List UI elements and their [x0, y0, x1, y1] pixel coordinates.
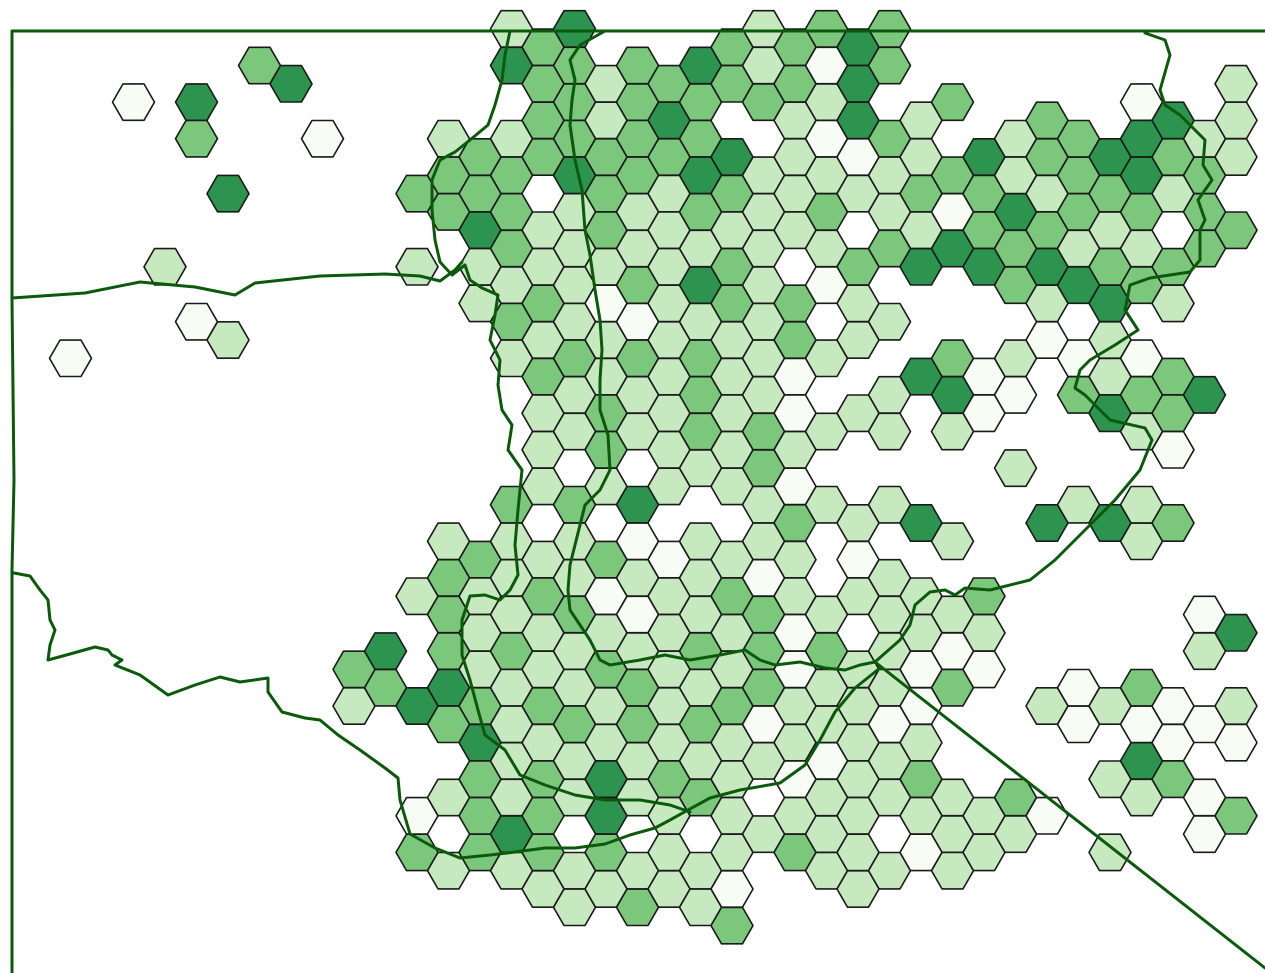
hexbin-cell [962, 577, 1006, 616]
hexbin-cell [993, 815, 1038, 854]
hexbin-cell [1214, 723, 1258, 762]
hexbin-cell [1025, 101, 1069, 140]
boundary-northwest [10, 260, 464, 300]
hexbin-cell [1151, 430, 1195, 469]
hexbin-cell [363, 632, 408, 671]
river-west [430, 29, 692, 814]
hexbin-cell [426, 778, 471, 817]
region-boundaries [10, 29, 1265, 973]
hexbin-cell [1151, 284, 1195, 323]
hexbin-cell [111, 83, 156, 122]
river-east [566, 29, 877, 672]
hexbin-cell [1088, 760, 1132, 799]
hexbin-cell [867, 46, 912, 85]
hexbin-cell [836, 320, 880, 360]
hexbin-cell [174, 119, 219, 158]
boundary-southeast [873, 660, 1265, 970]
hexbin-cell [48, 339, 93, 378]
hexbin-cell [269, 64, 313, 103]
hexbin-layer [48, 9, 1258, 945]
hexbin-cell [741, 815, 786, 854]
hexbin-cell [426, 705, 471, 744]
hexbin-cell [1214, 211, 1258, 250]
hexbin-cell [867, 412, 912, 451]
hexbin-cell [1214, 64, 1258, 103]
hexbin-cell [1182, 375, 1227, 414]
hexbin-cell [836, 869, 880, 909]
hexbin-cell [174, 83, 219, 122]
hexbin-cell [206, 320, 250, 360]
hexbin-cell [1182, 595, 1227, 634]
hexbin-cell [993, 449, 1038, 488]
hexbin-cell [899, 211, 943, 250]
hexbin-cell [1182, 778, 1227, 817]
hexbin-cell [1088, 833, 1132, 872]
hexbin-cell [710, 906, 754, 945]
hexbin-cell [804, 815, 849, 854]
frame-boundary [10, 29, 1265, 973]
hexbin-cell [206, 174, 250, 213]
hexbin-cell [300, 119, 345, 158]
hexbin-cell [143, 247, 187, 286]
hexbin-cell [930, 83, 975, 122]
hexbin-cell [1151, 503, 1195, 543]
hexbin-cell [962, 650, 1006, 689]
hexbin-cell [930, 522, 975, 561]
hexbin-cell [1119, 668, 1164, 707]
boundary-east [873, 31, 1214, 664]
hexbin-cell [930, 412, 975, 451]
hexbin-cell [1151, 101, 1195, 140]
